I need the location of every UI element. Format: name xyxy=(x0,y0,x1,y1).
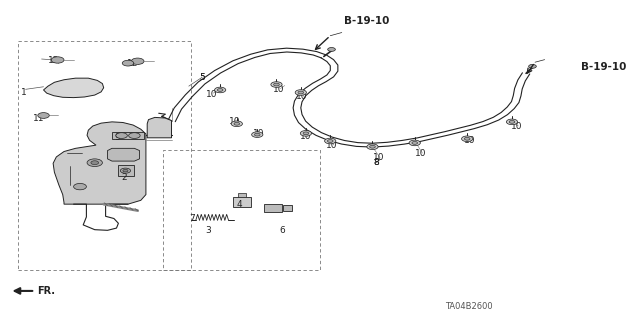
Text: 6: 6 xyxy=(279,226,285,235)
Text: B-19-10: B-19-10 xyxy=(581,62,627,72)
Circle shape xyxy=(328,48,335,51)
Circle shape xyxy=(131,58,144,64)
Circle shape xyxy=(509,121,515,123)
Circle shape xyxy=(123,169,128,172)
Text: B-19-10: B-19-10 xyxy=(344,16,390,26)
Text: 10: 10 xyxy=(372,153,384,162)
Text: 3: 3 xyxy=(205,226,211,235)
Text: 5: 5 xyxy=(200,73,205,82)
Polygon shape xyxy=(233,197,251,207)
Text: 10: 10 xyxy=(296,92,307,101)
Text: 8: 8 xyxy=(374,158,380,167)
Circle shape xyxy=(303,132,308,135)
Text: 10: 10 xyxy=(206,90,218,99)
Circle shape xyxy=(218,89,223,91)
Text: 5: 5 xyxy=(200,73,205,82)
Text: 1: 1 xyxy=(20,88,26,97)
Circle shape xyxy=(328,140,333,142)
Circle shape xyxy=(74,183,86,190)
Polygon shape xyxy=(264,204,282,212)
Circle shape xyxy=(461,136,473,142)
Bar xyxy=(163,150,320,270)
Text: 7: 7 xyxy=(189,214,195,223)
Text: 12: 12 xyxy=(48,56,60,65)
Text: 10: 10 xyxy=(511,122,522,130)
Circle shape xyxy=(529,64,536,68)
Text: 9: 9 xyxy=(114,133,120,142)
Circle shape xyxy=(295,90,307,95)
Circle shape xyxy=(51,57,64,63)
Bar xyxy=(18,41,191,270)
Circle shape xyxy=(300,130,312,136)
Circle shape xyxy=(271,82,282,87)
Circle shape xyxy=(298,91,303,94)
Polygon shape xyxy=(53,122,146,204)
Text: 11: 11 xyxy=(33,114,45,122)
Text: TA04B2600: TA04B2600 xyxy=(445,302,492,311)
Text: 10: 10 xyxy=(273,85,284,94)
Text: 2: 2 xyxy=(122,173,127,182)
Text: 10: 10 xyxy=(253,130,265,138)
Polygon shape xyxy=(147,117,172,138)
Circle shape xyxy=(116,133,127,138)
Text: 4: 4 xyxy=(237,200,243,209)
Text: 10: 10 xyxy=(326,141,338,150)
Circle shape xyxy=(91,161,99,165)
Circle shape xyxy=(412,142,417,144)
Circle shape xyxy=(252,132,263,137)
Polygon shape xyxy=(44,78,104,98)
Text: 8: 8 xyxy=(374,158,380,167)
Text: FR.: FR. xyxy=(37,286,55,296)
Circle shape xyxy=(38,113,49,118)
Circle shape xyxy=(87,159,102,167)
Text: 12: 12 xyxy=(127,59,138,68)
Circle shape xyxy=(409,140,420,146)
Circle shape xyxy=(231,121,243,127)
Circle shape xyxy=(255,133,260,136)
Circle shape xyxy=(234,122,239,125)
Circle shape xyxy=(129,133,140,138)
Polygon shape xyxy=(238,193,246,197)
Circle shape xyxy=(367,144,378,150)
Polygon shape xyxy=(108,148,140,161)
Polygon shape xyxy=(118,165,134,176)
Circle shape xyxy=(370,145,375,148)
Text: 10: 10 xyxy=(464,137,476,145)
Circle shape xyxy=(465,137,470,140)
Circle shape xyxy=(324,138,336,144)
Text: 10: 10 xyxy=(300,132,311,141)
Circle shape xyxy=(274,83,279,86)
Circle shape xyxy=(506,119,518,125)
Circle shape xyxy=(120,168,131,173)
Polygon shape xyxy=(283,205,292,211)
Text: 10: 10 xyxy=(229,117,241,126)
Circle shape xyxy=(122,60,134,66)
Polygon shape xyxy=(112,132,144,139)
Circle shape xyxy=(214,87,226,93)
Text: 10: 10 xyxy=(415,149,426,158)
